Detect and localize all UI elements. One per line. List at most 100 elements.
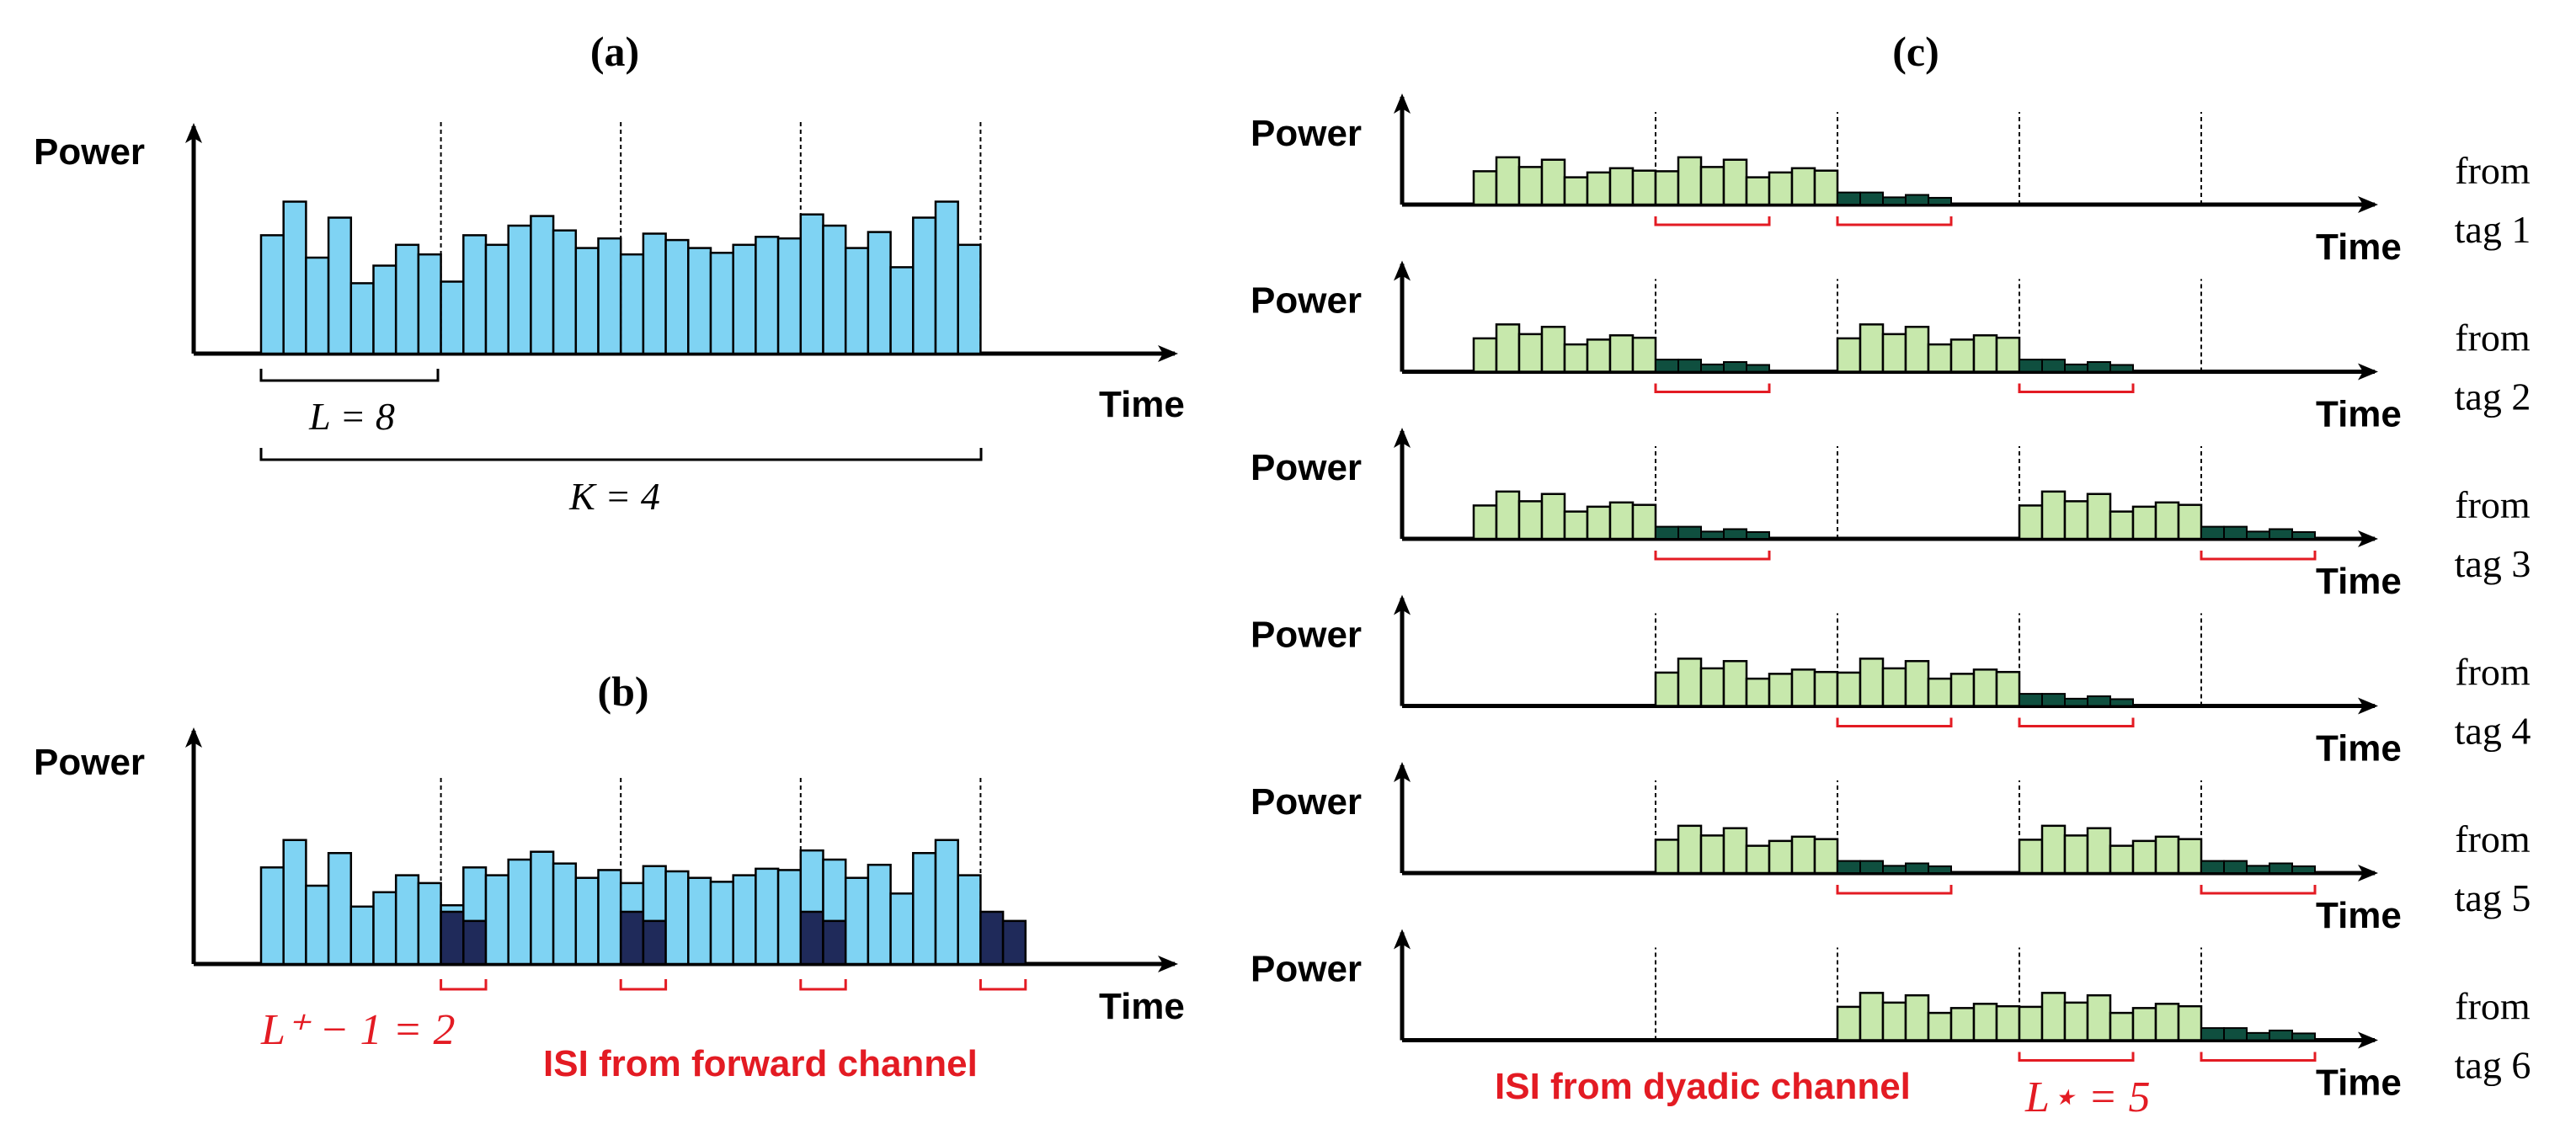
symbol-bar [2040, 824, 2067, 875]
tag-row: Power Time from tag 3 [1251, 428, 2531, 602]
symbol-bar [1859, 992, 1885, 1041]
symbol-bar [1881, 1001, 1907, 1041]
symbol-bar [709, 252, 734, 355]
symbol-bar [1813, 838, 1839, 875]
symbol-bar [1904, 659, 1930, 707]
tag-y-label: Power [1251, 781, 1362, 823]
isi-bar [1837, 191, 1861, 206]
symbol-bar [1472, 504, 1498, 541]
tag-label-line1: from [2455, 985, 2531, 1028]
tag-row: Power Time from tag 2 [1251, 260, 2531, 435]
isi-bar [2200, 525, 2225, 540]
symbol-bar [867, 231, 892, 355]
symbol-bar [1813, 169, 1839, 206]
panel-c-label-isi: ISI from dyadic channel [1495, 1066, 1911, 1107]
symbol-bar [507, 224, 532, 355]
isi-bar [2064, 697, 2088, 707]
symbol-bar [1631, 503, 1657, 541]
symbol-bar [1836, 1005, 1862, 1041]
isi-bar [619, 910, 645, 966]
isi-bracket [2018, 717, 2135, 727]
symbol-bar [2131, 505, 2157, 541]
symbol-bar [327, 216, 353, 355]
symbol-bar [619, 253, 645, 355]
symbol-bar [597, 237, 622, 355]
symbol-bar [1631, 336, 1657, 373]
isi-bar [462, 919, 488, 966]
isi-bar [1700, 363, 1725, 373]
symbol-bar [1517, 333, 1544, 373]
isi-bracket [1654, 383, 1771, 393]
symbol-bar [2177, 1004, 2203, 1041]
symbol-bar [462, 234, 488, 355]
symbol-bar [776, 237, 803, 355]
symbol-bar [2131, 1007, 2157, 1041]
symbol-bar [1608, 167, 1635, 206]
symbol-bar [934, 200, 959, 355]
symbol-bar [1927, 1011, 1953, 1041]
symbol-bar [1995, 670, 2021, 707]
symbol-bar [957, 243, 982, 355]
symbol-bar [1949, 1007, 1976, 1041]
symbol-bar [574, 247, 600, 355]
symbol-bar [2109, 510, 2135, 541]
symbol-bar [1699, 166, 1725, 206]
isi-bracket [1836, 885, 1953, 895]
symbol-bar [2086, 493, 2112, 541]
tag-label-line1: from [2455, 651, 2531, 694]
isi-bar [2109, 364, 2134, 373]
panel-b: (b) Power Time L⁺ − 1 = 2 ISI from forwa… [34, 668, 1185, 1084]
isi-bracket [2018, 1052, 2135, 1062]
symbol-bar [822, 224, 847, 355]
symbol-bar [1949, 673, 1976, 707]
isi-bar [2223, 525, 2248, 540]
symbol-bar [2154, 835, 2180, 875]
isi-bracket [799, 979, 847, 991]
symbol-bar [1972, 334, 1998, 373]
panel-b-label-isi: ISI from forward channel [543, 1043, 978, 1084]
symbol-bar [1927, 677, 1953, 707]
symbol-bar [1472, 337, 1498, 373]
symbol-bar [1677, 156, 1703, 206]
tag-x-label: Time [2316, 561, 2402, 602]
symbol-bar [1563, 343, 1589, 373]
tag-row: Power Time from tag 6 [1251, 929, 2531, 1104]
symbol-bar [844, 247, 870, 355]
tag-label-line2: tag 5 [2455, 876, 2531, 919]
symbol-bar [1540, 158, 1566, 206]
symbol-bar [1495, 156, 1521, 206]
symbol-bar [2086, 993, 2112, 1041]
panel-a-y-label: Power [34, 131, 145, 173]
symbol-bar [1995, 1004, 2021, 1041]
symbol-bar [889, 892, 915, 966]
symbol-bar [394, 874, 420, 966]
symbol-bar [664, 870, 690, 966]
isi-bar [2246, 865, 2270, 874]
panel-a-label-k: K = 4 [568, 475, 660, 518]
isi-bar [2087, 695, 2111, 707]
isi-bar [2246, 1031, 2270, 1041]
symbol-bar [1813, 670, 1839, 707]
symbol-bar [1699, 834, 1725, 875]
isi-bar [2291, 530, 2316, 540]
symbol-bar [530, 215, 555, 355]
isi-bracket [2200, 1052, 2317, 1062]
isi-bar [1859, 191, 1884, 206]
symbol-bar [1540, 493, 1566, 541]
symbol-bar [1836, 337, 1862, 373]
symbol-bar [2177, 838, 2203, 875]
symbol-bar [1790, 835, 1816, 875]
isi-bracket [1654, 551, 1771, 561]
symbol-bar [687, 876, 712, 966]
panel-b-y-label: Power [34, 742, 145, 783]
isi-bar [1001, 919, 1027, 966]
symbol-bar [2109, 844, 2135, 875]
symbol-bar [912, 216, 937, 355]
isi-bracket [2200, 885, 2317, 895]
symbol-bar [1495, 323, 1521, 373]
isi-bar [1905, 862, 1929, 874]
symbol-bar [417, 253, 442, 355]
symbol-bar [1495, 490, 1521, 541]
isi-bar [2087, 360, 2111, 373]
symbol-bar [1859, 658, 1885, 707]
